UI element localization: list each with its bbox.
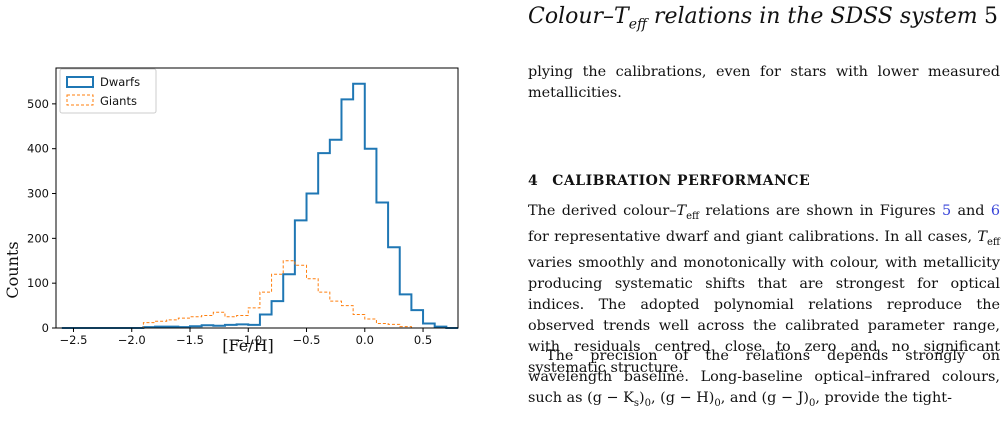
paragraph-1: plying the calibrations, even for stars … — [528, 64, 1000, 101]
figure-6-link[interactable]: 6 — [990, 203, 1001, 219]
y-axis-label: Counts — [3, 241, 22, 298]
metallicity-histogram: −2.5 −2.0 −1.5 −1.0 −0.5 0.0 0.5 0 100 200 300 400 5… — [3, 67, 459, 355]
legend-swatch-dwarfs — [66, 76, 94, 88]
y-tick-label: 500 — [27, 97, 49, 111]
running-head-text: Colour–Teff relations in the SDSS system — [528, 4, 978, 33]
running-head: Colour–Teff relations in the SDSS system… — [528, 4, 998, 38]
x-tick-label: 0.5 — [414, 333, 432, 347]
x-tick-label: −0.5 — [293, 333, 321, 347]
section-number: 4 — [528, 173, 539, 189]
series-dwarfs-line — [61, 82, 458, 329]
x-tick-label: −1.5 — [176, 333, 204, 347]
y-tick-label: 100 — [27, 276, 49, 290]
plot-area: −2.5 −2.0 −1.5 −1.0 −0.5 0.0 0.5 0 100 200 300 400 5… — [27, 67, 459, 347]
legend-label-dwarfs: Dwarfs — [100, 75, 140, 89]
legend-label-giants: Giants — [100, 94, 137, 108]
y-tick-label: 400 — [27, 142, 49, 156]
x-tick-label: −1.0 — [234, 333, 262, 347]
x-tick-label: −2.0 — [118, 333, 146, 347]
y-tick-label: 300 — [27, 187, 49, 201]
paragraph-2: The derived colour–Teff relations are sh… — [528, 203, 1001, 376]
x-axis-label: [Fe/H] — [222, 336, 274, 355]
legend-box — [59, 68, 157, 114]
y-tick-label: 200 — [27, 231, 49, 245]
plot-frame — [55, 67, 459, 329]
section-heading: 4 CALIBRATION PERFORMANCE — [528, 173, 810, 189]
legend: Dwarfs Giants — [59, 68, 157, 114]
series-giants-line — [61, 260, 458, 329]
x-tick-label: 0.0 — [356, 333, 374, 347]
page-number: 5 — [984, 4, 998, 29]
paragraph-3: The precision of the relations depends s… — [528, 348, 1000, 409]
x-tick-label: −2.5 — [60, 333, 88, 347]
section-title: CALIBRATION PERFORMANCE — [552, 173, 811, 189]
figure-5-link[interactable]: 5 — [941, 203, 952, 219]
y-tick-label: 0 — [42, 321, 49, 335]
legend-swatch-giants — [66, 94, 94, 106]
